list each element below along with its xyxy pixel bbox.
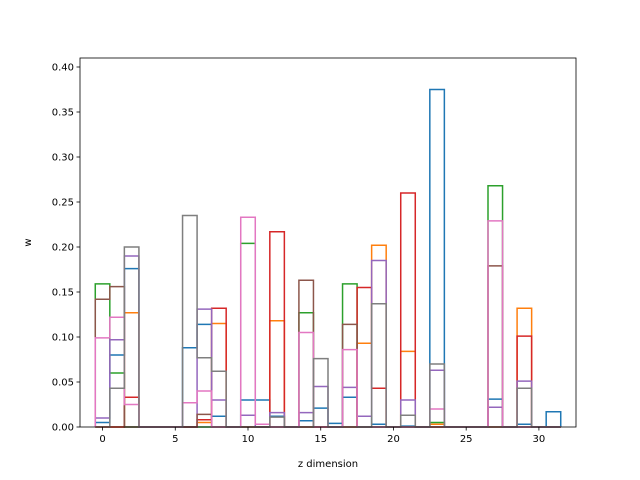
x-tick-label: 15	[314, 434, 327, 445]
x-tick-label: 20	[387, 434, 400, 445]
y-tick-label: 0.05	[52, 378, 74, 389]
y-tick-label: 0.20	[52, 243, 74, 254]
x-tick-label: 10	[242, 434, 255, 445]
y-tick-label: 0.35	[52, 108, 74, 119]
plot-frame	[79, 57, 577, 428]
x-tick-label: 30	[533, 434, 546, 445]
x-tick-label: 0	[99, 434, 105, 445]
y-tick-label: 0.25	[52, 198, 74, 209]
y-tick-label: 0.10	[52, 333, 74, 344]
x-axis-label: z dimension	[298, 459, 358, 470]
y-tick-label: 0.30	[52, 153, 74, 164]
x-tick-label: 5	[172, 434, 178, 445]
x-tick-label: 25	[460, 434, 473, 445]
y-axis-label: w	[23, 238, 34, 246]
y-tick-label: 0.00	[52, 423, 74, 434]
x-axis: 0 5 10 15 20 25 30	[99, 427, 545, 445]
y-tick-label: 0.15	[52, 288, 74, 299]
y-axis: 0.00 0.05 0.10 0.15 0.20 0.25 0.30 0.35 0.40	[52, 63, 80, 434]
y-tick-label: 0.40	[52, 63, 74, 74]
